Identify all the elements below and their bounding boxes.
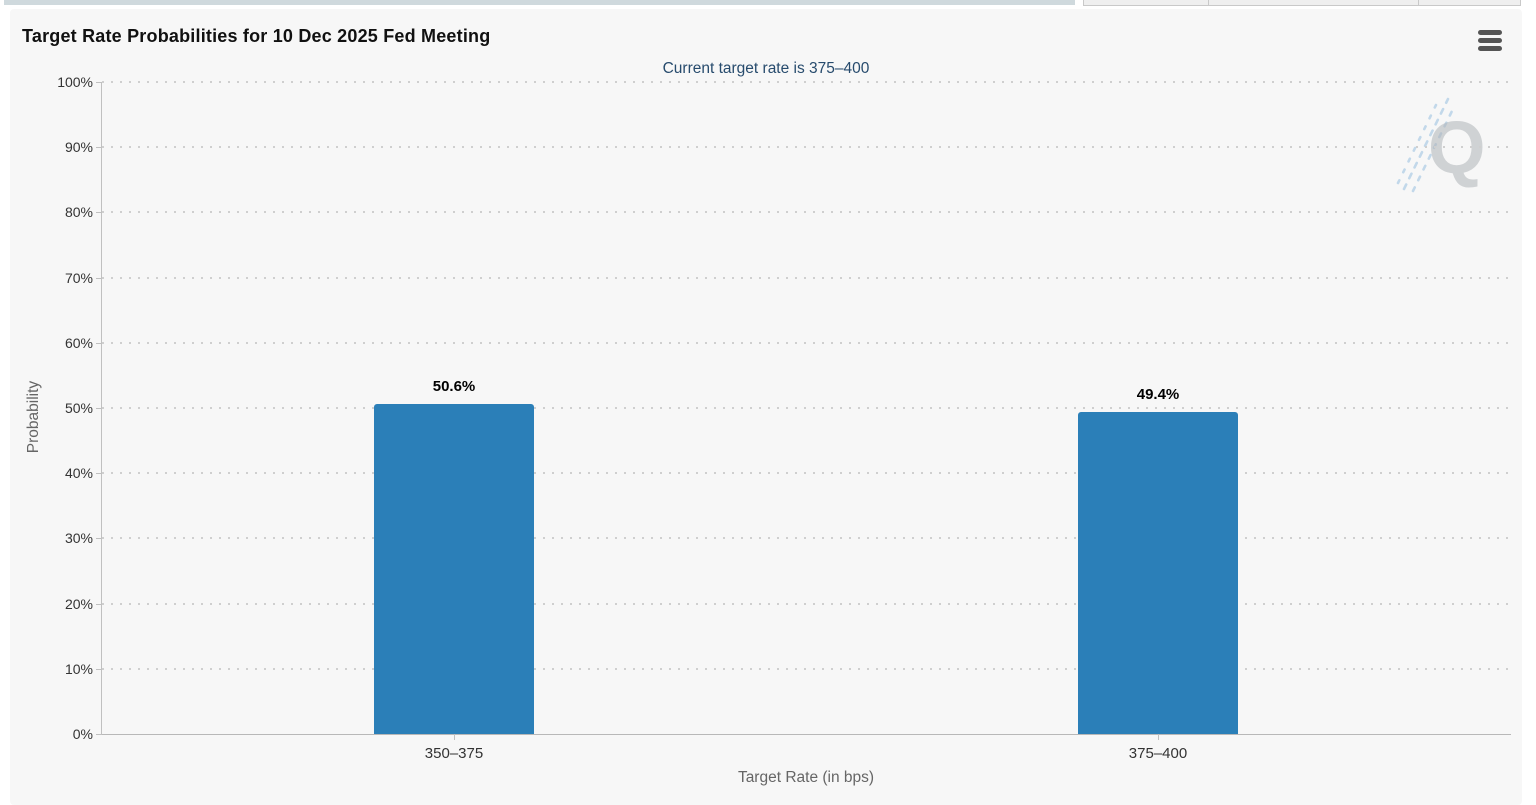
y-tick-label-90: 90%	[64, 139, 93, 156]
y-axis-tick	[96, 147, 102, 149]
top-button-stub-3[interactable]	[1418, 0, 1521, 6]
x-axis-tick	[1158, 734, 1159, 740]
tab-strip-partial[interactable]	[4, 0, 1075, 5]
x-axis-line	[101, 734, 1511, 735]
y-axis-tick	[96, 342, 102, 344]
gridline-100	[102, 81, 1510, 83]
bar-350–375[interactable]	[374, 404, 534, 734]
chart-title: Target Rate Probabilities for 10 Dec 202…	[22, 26, 491, 46]
x-category-label: 375–400	[1128, 745, 1188, 762]
y-axis-tick	[96, 538, 102, 540]
gridline-80	[102, 211, 1510, 214]
y-axis-tick	[96, 473, 102, 475]
y-tick-label-0: 0%	[72, 726, 93, 742]
y-axis-tick	[96, 408, 102, 409]
plot-area: 0% 10% 20% 30% 40% 50% 60% 70% 80% 90% 100% 50.6% 35…	[57, 74, 1511, 762]
y-tick-label-40: 40%	[64, 465, 93, 482]
x-axis-tick	[454, 734, 455, 740]
gridline-60	[102, 341, 1510, 344]
y-axis-tick	[96, 734, 102, 735]
y-axis-tick	[96, 212, 102, 214]
y-axis-title: Probability	[25, 380, 42, 454]
y-axis-tick	[96, 82, 102, 83]
y-tick-label-30: 30%	[64, 530, 93, 547]
x-axis-title: Target Rate (in bps)	[737, 769, 875, 786]
y-axis-tick	[96, 277, 102, 279]
hamburger-icon	[1478, 29, 1502, 35]
bar-value-label: 49.4%	[1136, 385, 1180, 403]
hamburger-icon	[1478, 37, 1502, 43]
gridline-20	[102, 602, 1510, 605]
gridline-70	[102, 276, 1510, 279]
gridline-90	[102, 146, 1510, 149]
gridline-40	[102, 472, 1510, 475]
y-axis-tick	[96, 668, 102, 670]
hamburger-icon	[1478, 45, 1502, 51]
bar-value-label: 50.6%	[432, 378, 476, 396]
y-tick-label-70: 70%	[64, 269, 93, 286]
y-tick-label-10: 10%	[64, 660, 93, 677]
y-tick-label-20: 20%	[64, 595, 93, 612]
cutoff-top-strip	[0, 0, 1536, 8]
bar-375–400[interactable]	[1078, 411, 1238, 734]
fedwatch-probability-chart: Target Rate Probabilities for 10 Dec 202…	[10, 9, 1522, 805]
y-tick-label-60: 60%	[64, 334, 93, 351]
y-tick-label-100: 100%	[57, 74, 93, 90]
y-tick-label-50: 50%	[64, 400, 93, 416]
gridline-10	[102, 667, 1510, 670]
chart-context-menu-button[interactable]	[1478, 27, 1506, 53]
top-button-stub-2[interactable]	[1208, 0, 1419, 6]
y-axis-tick	[96, 603, 102, 605]
chart-subtitle: Current target rate is 375–400	[662, 60, 870, 77]
top-button-stub-1[interactable]	[1083, 0, 1209, 6]
gridline-50	[102, 407, 1510, 409]
gridline-30	[102, 537, 1510, 540]
y-tick-label-80: 80%	[64, 204, 93, 221]
x-category-label: 350–375	[424, 745, 484, 762]
